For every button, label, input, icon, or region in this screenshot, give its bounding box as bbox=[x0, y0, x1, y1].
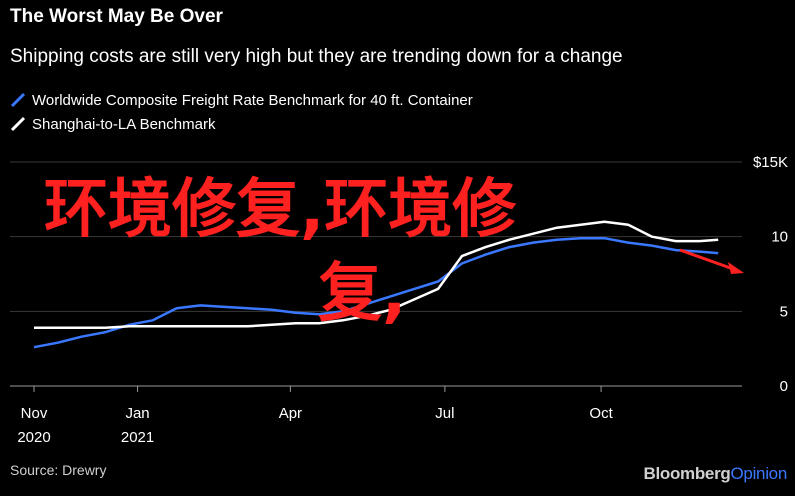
x-tick-sublabel-1: 2021 bbox=[121, 429, 154, 446]
watermark-line-1: 环境修复,环境修 bbox=[44, 173, 517, 247]
legend-swatch-series-2-icon bbox=[10, 116, 26, 132]
chart-title: The Worst May Be Over bbox=[10, 6, 223, 27]
brand-part-2: Opinion bbox=[730, 464, 788, 483]
y-tick-label-2: 5 bbox=[780, 303, 788, 320]
legend-item-series-2: Shanghai-to-LA Benchmark bbox=[10, 112, 473, 136]
watermark-arrowhead-icon bbox=[728, 262, 744, 274]
brand-logo: BloombergOpinion bbox=[643, 464, 787, 484]
legend-item-series-1: Worldwide Composite Freight Rate Benchma… bbox=[10, 88, 473, 112]
y-tick-label-3: 0 bbox=[780, 378, 788, 395]
legend: Worldwide Composite Freight Rate Benchma… bbox=[10, 88, 473, 136]
legend-label-series-1: Worldwide Composite Freight Rate Benchma… bbox=[32, 91, 473, 109]
chart-subtitle: Shipping costs are still very high but t… bbox=[10, 46, 623, 67]
series-line-2 bbox=[34, 220, 719, 330]
series-line-1 bbox=[33, 236, 719, 349]
x-tick-sublabel-0: 2020 bbox=[17, 429, 50, 446]
watermark-line-2: 复, bbox=[318, 257, 407, 331]
x-tick-label-1: Jan bbox=[125, 405, 149, 422]
y-tick-label-1: 10 bbox=[771, 229, 788, 246]
x-tick-label-0: Nov bbox=[21, 405, 48, 422]
source-note: Source: Drewry bbox=[10, 462, 107, 478]
brand-part-1: Bloomberg bbox=[643, 464, 731, 483]
x-tick-label-2: Apr bbox=[279, 405, 302, 422]
watermark-arrow-line bbox=[679, 248, 737, 272]
y-tick-label-0: $15K bbox=[753, 154, 788, 171]
legend-label-series-2: Shanghai-to-LA Benchmark bbox=[32, 115, 216, 133]
legend-swatch-series-1-icon bbox=[10, 92, 26, 108]
x-tick-label-4: Oct bbox=[589, 405, 613, 422]
x-tick-label-3: Jul bbox=[435, 405, 454, 422]
